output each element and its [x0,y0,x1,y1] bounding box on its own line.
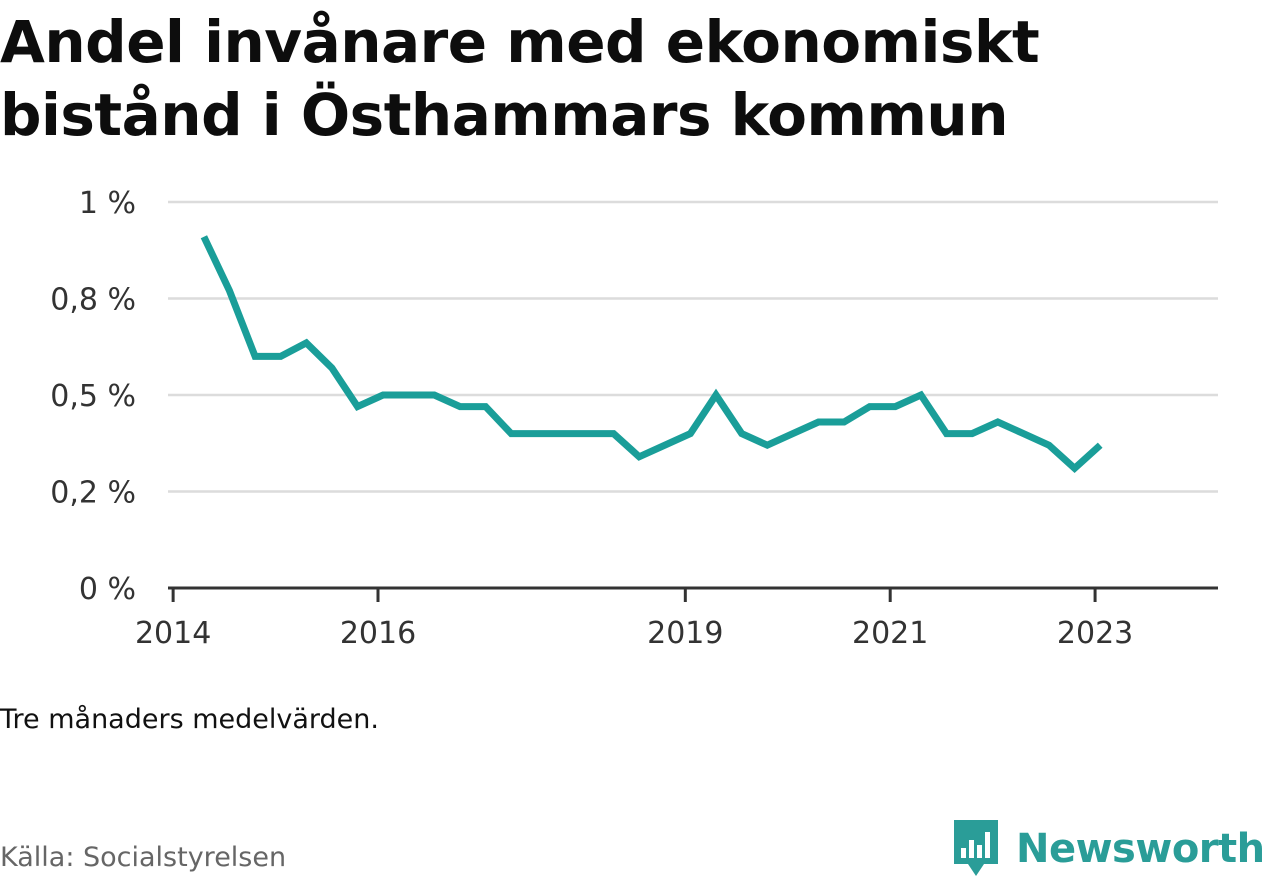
chart-note: Tre månaders medelvärden. [0,704,379,735]
x-tick-label: 2014 [135,616,211,651]
y-tick-label: 0,2 % [50,476,136,511]
x-axis-ticks: 2014 2016 2019 2021 2023 [135,588,1133,651]
x-tick-label: 2019 [647,616,723,651]
chart-title: Andel invånare med ekonomiskt bistånd i … [0,8,1040,149]
y-tick-label: 0,5 % [50,379,136,414]
y-tick-label: 1 % [79,186,136,221]
source-text: Källa: Socialstyrelsen [0,842,287,873]
line-chart: 0 %0,2 %0,5 %0,8 %1 % 2014 2016 2019 2021 20… [50,186,1218,651]
y-axis-ticks: 0 % 0,2 % 0,5 % 0,8 % 1 % [50,186,136,607]
brand-logo[interactable]: Newsworthy [950,818,1262,880]
y-tick-label: 0,8 % [50,283,136,318]
x-tick-label: 2016 [340,616,416,651]
brand-name: Newsworthy [1016,826,1262,872]
y-tick-label: 0 % [79,572,136,607]
grid-lines [168,200,1218,493]
x-tick-label: 2023 [1057,616,1133,651]
x-tick-label: 2021 [852,616,928,651]
bar-chart-badge-icon [954,820,998,876]
series-line [200,235,1103,474]
